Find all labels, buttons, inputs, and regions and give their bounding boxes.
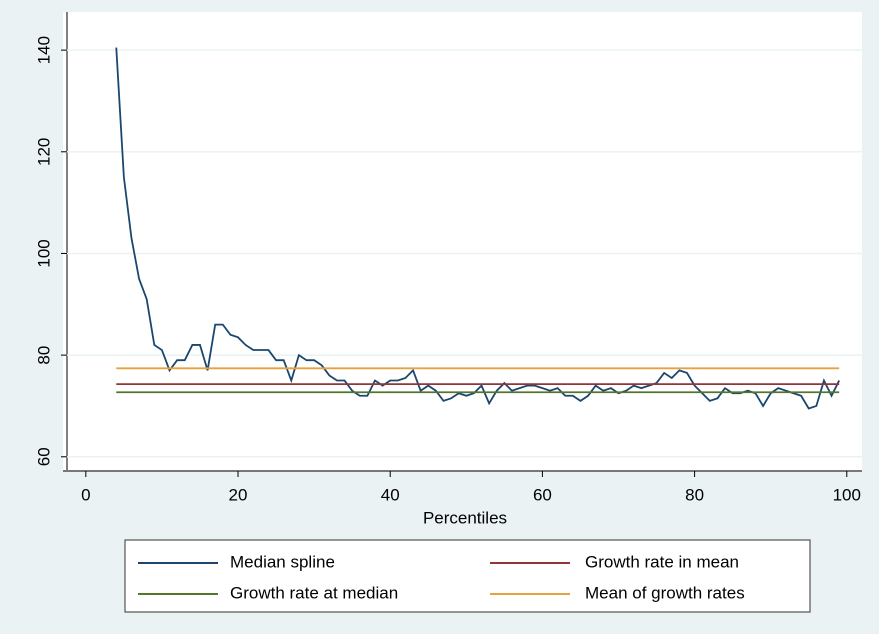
y-tick-label: 140 bbox=[34, 36, 53, 64]
y-tick-label: 120 bbox=[34, 138, 53, 166]
y-tick-label: 100 bbox=[34, 239, 53, 267]
x-tick-label: 80 bbox=[685, 485, 704, 504]
legend-label: Mean of growth rates bbox=[585, 583, 745, 602]
legend-label: Median spline bbox=[230, 552, 335, 571]
y-tick-label: 60 bbox=[34, 447, 53, 466]
x-tick-label: 60 bbox=[533, 485, 552, 504]
x-tick-label: 20 bbox=[229, 485, 248, 504]
series-line bbox=[115, 47, 840, 410]
x-tick-label: 100 bbox=[833, 485, 861, 504]
legend-label: Growth rate at median bbox=[230, 583, 398, 602]
legend bbox=[124, 539, 811, 613]
plot-area bbox=[63, 12, 862, 470]
x-tick-label: 0 bbox=[81, 485, 90, 504]
y-tick-label: 80 bbox=[34, 346, 53, 365]
x-axis-label: Percentiles bbox=[423, 508, 507, 527]
x-tick-label: 40 bbox=[381, 485, 400, 504]
legend-label: Growth rate in mean bbox=[585, 552, 739, 571]
